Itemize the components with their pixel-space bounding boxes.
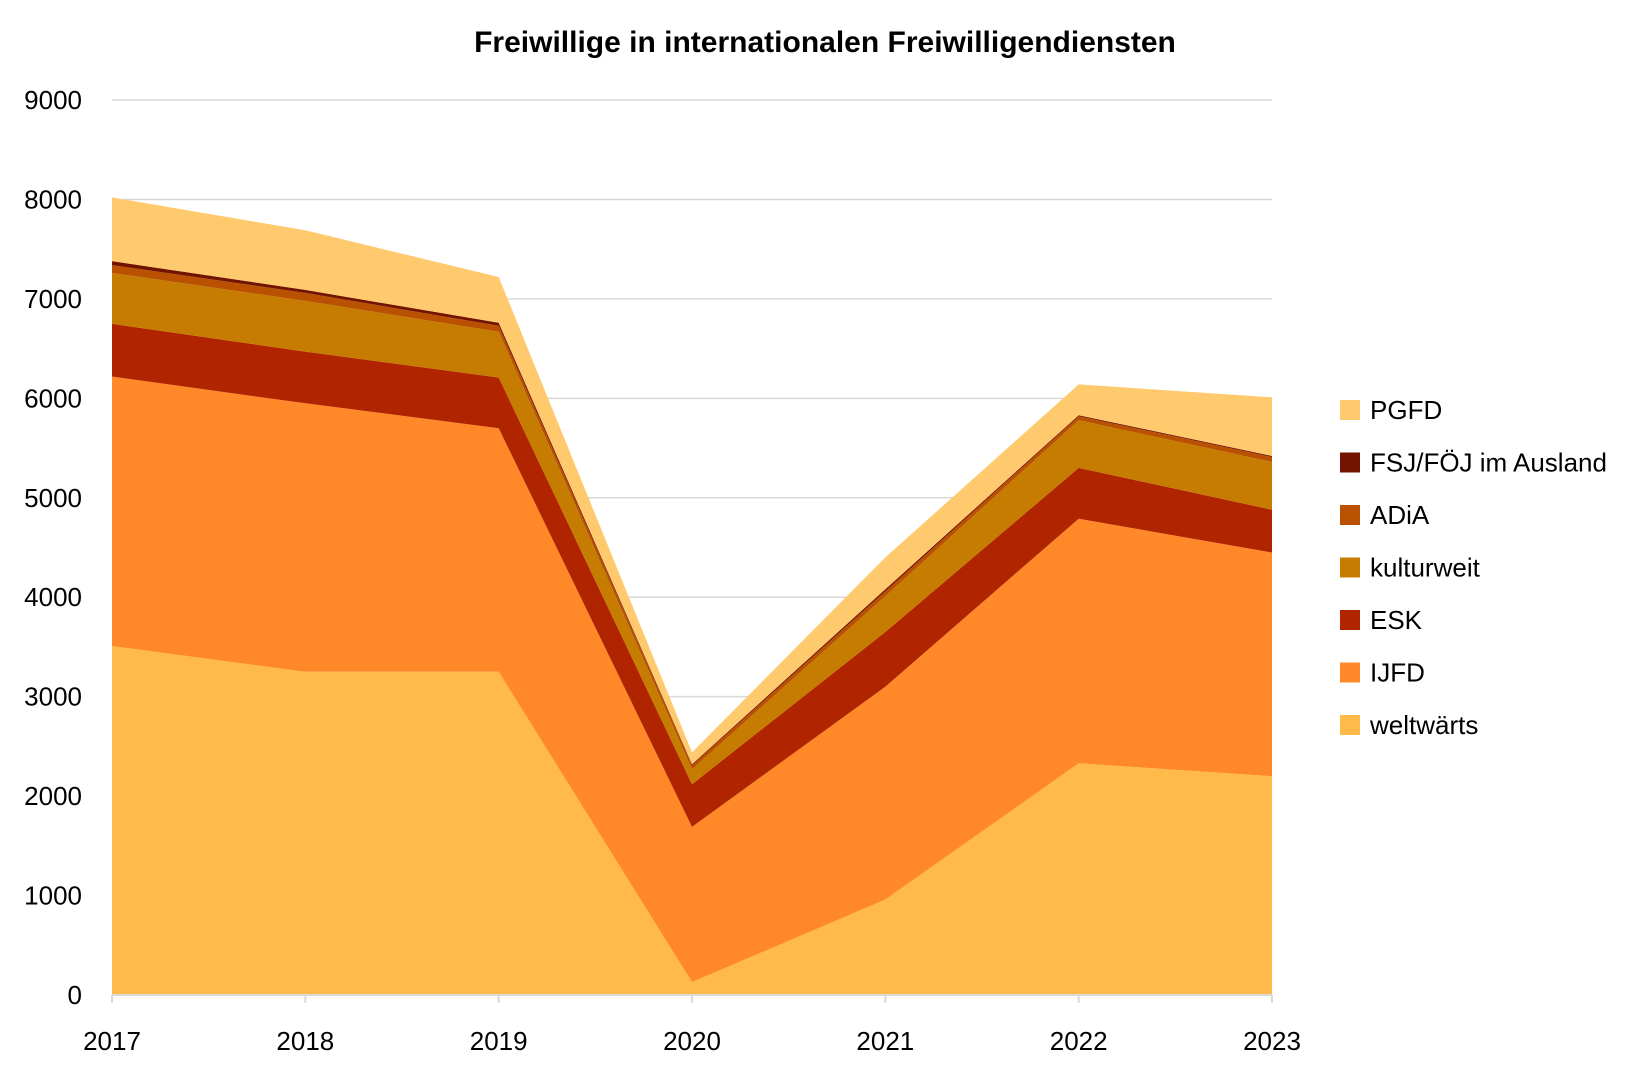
y-tick-label: 8000 — [24, 184, 82, 214]
series-area — [112, 197, 1272, 765]
x-tick-label: 2021 — [856, 1026, 914, 1056]
legend-label: ADiA — [1370, 500, 1430, 530]
legend-swatch — [1340, 715, 1360, 735]
legend-swatch — [1340, 610, 1360, 630]
legend-label: kulturweit — [1370, 553, 1481, 583]
legend-swatch — [1340, 662, 1360, 683]
series-area — [112, 273, 1272, 785]
x-tick-label: 2023 — [1243, 1026, 1301, 1056]
y-tick-label: 3000 — [24, 682, 82, 712]
y-axis: 0 1000 2000 3000 4000 5000 6000 7000 8000 9000 — [24, 85, 82, 1010]
x-tick-label: 2019 — [470, 1026, 528, 1056]
series-area — [112, 376, 1272, 983]
series-area — [112, 646, 1272, 995]
y-tick-label: 0 — [68, 980, 82, 1010]
legend-swatch — [1340, 400, 1360, 420]
legend-label: FSJ/FÖJ im Ausland — [1370, 448, 1607, 478]
legend-label: PGFD — [1370, 395, 1442, 425]
x-tick-label: 2017 — [83, 1026, 141, 1056]
series-area — [112, 323, 1272, 827]
y-tick-label: 6000 — [24, 383, 82, 413]
y-tick-label: 9000 — [24, 85, 82, 115]
y-tick-label: 2000 — [24, 781, 82, 811]
series-areas — [112, 197, 1272, 995]
x-tick-label: 2022 — [1050, 1026, 1108, 1056]
legend-swatch — [1340, 505, 1360, 525]
y-tick-label: 4000 — [24, 582, 82, 612]
chart-title: Freiwillige in internationalen Freiwilli… — [474, 26, 1176, 59]
x-axis: 2017 2018 2019 2020 2021 2022 2023 — [83, 994, 1301, 1056]
legend-label: ESK — [1370, 605, 1423, 635]
y-tick-label: 5000 — [24, 483, 82, 513]
x-tick-label: 2018 — [276, 1026, 334, 1056]
legend-label: IJFD — [1370, 658, 1425, 688]
y-tick-label: 1000 — [24, 881, 82, 911]
y-tick-label: 7000 — [24, 284, 82, 314]
legend-swatch — [1340, 452, 1360, 473]
x-tick-label: 2020 — [663, 1026, 721, 1056]
legend-label: weltwärts — [1369, 710, 1478, 740]
legend: PGFD FSJ/FÖJ im Ausland ADiA kulturweit ESK I… — [1340, 395, 1607, 740]
legend-swatch — [1340, 557, 1360, 578]
